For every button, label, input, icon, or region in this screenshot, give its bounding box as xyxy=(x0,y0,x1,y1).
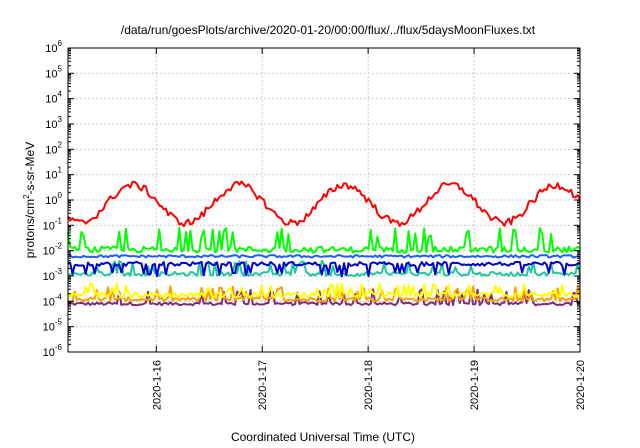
y-tick-label: 103 xyxy=(45,115,62,131)
grid xyxy=(68,48,581,352)
series-line-5 xyxy=(67,282,581,299)
x-tick-label: 2020-1-19 xyxy=(469,360,481,410)
y-axis-label-sup: 2 xyxy=(22,194,31,199)
series-line-3 xyxy=(67,260,581,278)
y-tick-label: 102 xyxy=(45,140,62,156)
y-tick-label: 105 xyxy=(45,64,62,80)
y-tick-label: 104 xyxy=(45,90,62,106)
series-line-2 xyxy=(67,254,581,259)
y-tick-label: 10-1 xyxy=(43,216,63,232)
y-tick-label: 101 xyxy=(45,166,62,182)
ticks: 10-6 10-5 10-4 10-3 10-2 10-1 100 101 102 103 104 1… xyxy=(43,39,587,410)
y-tick-label: 10-2 xyxy=(43,242,63,258)
y-tick-label: 100 xyxy=(45,191,62,207)
x-tick-label: 2020-1-16 xyxy=(151,360,163,410)
x-axis-label: Coordinated Universal Time (UTC) xyxy=(231,430,415,444)
y-tick-label: 10-6 xyxy=(43,343,63,359)
x-tick-label: 2020-1-18 xyxy=(363,360,375,410)
y-tick-label: 10-3 xyxy=(43,267,63,283)
series-group xyxy=(67,180,581,307)
y-axis-label: protons/cm2-s-sr-MeV xyxy=(22,142,37,258)
y-tick-label: 106 xyxy=(45,39,62,55)
series-line-6 xyxy=(68,285,581,303)
x-tick-label: 2020-1-20 xyxy=(575,360,587,410)
series-line-1 xyxy=(67,226,581,254)
x-tick-label: 2020-1-17 xyxy=(257,360,269,410)
y-axis-label-rest: -s-sr-MeV xyxy=(23,142,37,195)
series-line-0 xyxy=(67,180,581,228)
series-line-4 xyxy=(67,259,581,277)
y-axis-label-main: protons/cm xyxy=(23,199,37,258)
y-tick-label: 10-4 xyxy=(43,292,63,308)
series-line-7 xyxy=(67,288,581,307)
y-tick-label: 10-5 xyxy=(43,318,63,334)
chart-title: /data/run/goesPlots/archive/2020-01-20/0… xyxy=(121,23,536,37)
